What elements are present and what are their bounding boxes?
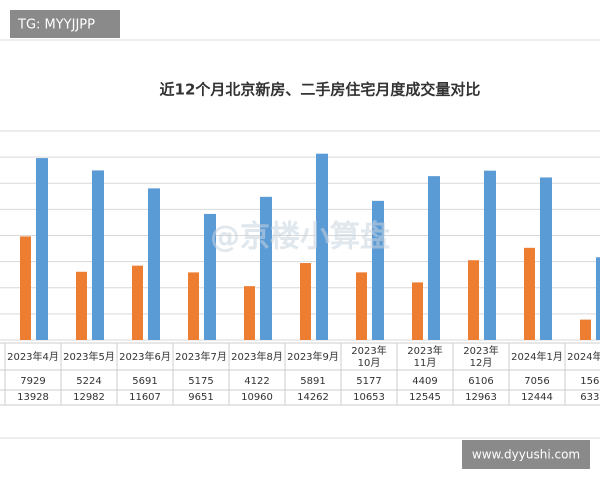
- table-value: 4409: [412, 376, 437, 387]
- bar: [76, 271, 87, 340]
- tag-box: [10, 10, 120, 38]
- bar: [260, 196, 272, 340]
- bar: [20, 236, 31, 340]
- bar: [484, 170, 496, 340]
- site-box: [462, 440, 590, 469]
- bar: [316, 153, 328, 340]
- bar: [412, 282, 423, 340]
- bar: [92, 170, 104, 340]
- bar: [356, 272, 367, 340]
- bar: [188, 272, 199, 340]
- bar: [204, 213, 216, 340]
- bar: [372, 200, 384, 340]
- x-tick-label: 2023年8月: [231, 350, 283, 363]
- table-value: 1560: [580, 376, 600, 387]
- bar: [244, 286, 255, 340]
- bar: [468, 260, 479, 340]
- bar: [524, 247, 535, 340]
- chart-title: 近12个月北京新房、二手房住宅月度成交量对比: [160, 81, 481, 99]
- x-tick-label: 2023年 12月: [463, 344, 498, 369]
- bar: [428, 176, 440, 340]
- x-tick-label: 2023年9月: [287, 350, 339, 363]
- table-value: 13928: [17, 392, 49, 403]
- table-value: 4122: [244, 376, 269, 387]
- tag-text: TG: MYYJJPP: [17, 18, 95, 33]
- table-value: 6106: [468, 376, 493, 387]
- plot: 2023年4月 7929 13928 2023年5月 5224 12982 2023年6月 5…: [0, 130, 600, 406]
- x-tick-label: 2024年1月: [511, 350, 563, 363]
- x-tick-label: 2023年6月: [119, 350, 171, 363]
- table-value: 5177: [356, 376, 381, 387]
- table-value: 12963: [465, 392, 497, 403]
- bar: [36, 158, 48, 340]
- bar: [132, 265, 143, 340]
- x-tick-label: 2023年5月: [63, 350, 115, 363]
- bar: [300, 263, 311, 340]
- bar: [580, 319, 591, 340]
- table-value: 12444: [521, 392, 553, 403]
- table-value: 5175: [188, 376, 213, 387]
- x-tick-label: 2023年 11月: [407, 344, 442, 369]
- table-value: 5224: [76, 376, 101, 387]
- bar: [596, 257, 600, 340]
- watermark: @京楼小算盘: [210, 220, 390, 255]
- table-value: 7056: [524, 376, 549, 387]
- table-value: 10960: [241, 392, 273, 403]
- table-value: 10653: [353, 392, 385, 403]
- table-value: 6333: [580, 392, 600, 403]
- x-tick-label: 2023年7月: [175, 350, 227, 363]
- table-value: 14262: [297, 392, 329, 403]
- table-value: 12982: [73, 392, 105, 403]
- bar: [148, 188, 160, 340]
- x-tick-label: 2024年2月: [567, 350, 600, 363]
- site-text: www.dyyushi.com: [472, 448, 580, 462]
- table-value: 5691: [132, 376, 157, 387]
- x-tick-label: 2023年4月: [7, 350, 59, 363]
- table-value: 9651: [188, 392, 213, 403]
- table-value: 12545: [409, 392, 441, 403]
- bar: [540, 177, 552, 340]
- x-tick-label: 2023年 10月: [351, 344, 386, 369]
- table-value: 11607: [129, 392, 161, 403]
- table-value: 5891: [300, 376, 325, 387]
- table-value: 7929: [20, 376, 45, 387]
